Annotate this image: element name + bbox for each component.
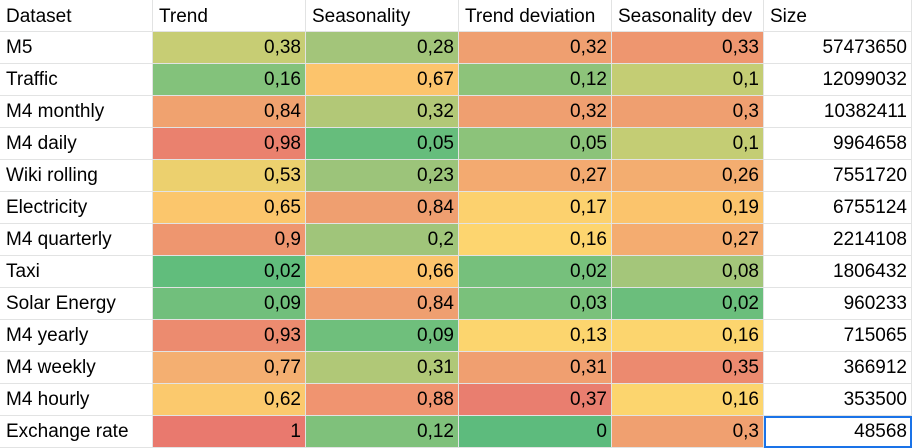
cell-trend-deviation[interactable]: 0,32 [459, 32, 612, 64]
cell-trend-deviation[interactable]: 0,37 [459, 384, 612, 416]
cell-dataset[interactable]: Taxi [0, 256, 153, 288]
cell-seasonality-dev[interactable]: 0,26 [612, 160, 764, 192]
cell-seasonality-dev[interactable]: 0,27 [612, 224, 764, 256]
cell-trend[interactable]: 0,77 [153, 352, 306, 384]
cell-dataset[interactable]: Electricity [0, 192, 153, 224]
cell-trend[interactable]: 1 [153, 416, 306, 448]
column-header-seasonality[interactable]: Seasonality [306, 0, 459, 32]
cell-trend-deviation[interactable]: 0,31 [459, 352, 612, 384]
cell-seasonality[interactable]: 0,66 [306, 256, 459, 288]
cell-trend-deviation[interactable]: 0,05 [459, 128, 612, 160]
cell-dataset[interactable]: Exchange rate [0, 416, 153, 448]
cell-seasonality-dev[interactable]: 0,16 [612, 384, 764, 416]
cell-dataset[interactable]: M4 quarterly [0, 224, 153, 256]
cell-seasonality-dev[interactable]: 0,19 [612, 192, 764, 224]
cell-dataset[interactable]: M4 monthly [0, 96, 153, 128]
cell-size[interactable]: 2214108 [764, 224, 912, 256]
cell-seasonality[interactable]: 0,23 [306, 160, 459, 192]
cell-dataset[interactable]: Traffic [0, 64, 153, 96]
cell-size[interactable]: 57473650 [764, 32, 912, 64]
cell-trend[interactable]: 0,65 [153, 192, 306, 224]
cell-trend[interactable]: 0,93 [153, 320, 306, 352]
cell-size[interactable]: 1806432 [764, 256, 912, 288]
cell-size[interactable]: 366912 [764, 352, 912, 384]
cell-seasonality-dev[interactable]: 0,02 [612, 288, 764, 320]
cell-size-selected[interactable]: 48568 [764, 416, 912, 448]
cell-size[interactable]: 6755124 [764, 192, 912, 224]
cell-trend-deviation[interactable]: 0,17 [459, 192, 612, 224]
cell-seasonality-dev[interactable]: 0,3 [612, 96, 764, 128]
column-header-trend-deviation[interactable]: Trend deviation [459, 0, 612, 32]
cell-seasonality[interactable]: 0,12 [306, 416, 459, 448]
cell-seasonality-dev[interactable]: 0,08 [612, 256, 764, 288]
cell-seasonality-dev[interactable]: 0,35 [612, 352, 764, 384]
cell-size[interactable]: 353500 [764, 384, 912, 416]
cell-seasonality-dev[interactable]: 0,1 [612, 128, 764, 160]
cell-dataset[interactable]: M4 hourly [0, 384, 153, 416]
cell-trend[interactable]: 0,38 [153, 32, 306, 64]
cell-dataset[interactable]: M4 daily [0, 128, 153, 160]
cell-size[interactable]: 7551720 [764, 160, 912, 192]
column-header-seasonality-dev[interactable]: Seasonality dev [612, 0, 764, 32]
cell-seasonality-dev[interactable]: 0,1 [612, 64, 764, 96]
cell-dataset[interactable]: M5 [0, 32, 153, 64]
cell-seasonality-dev[interactable]: 0,16 [612, 320, 764, 352]
cell-trend[interactable]: 0,62 [153, 384, 306, 416]
cell-trend-deviation[interactable]: 0,03 [459, 288, 612, 320]
cell-seasonality[interactable]: 0,32 [306, 96, 459, 128]
cell-seasonality[interactable]: 0,09 [306, 320, 459, 352]
cell-trend[interactable]: 0,53 [153, 160, 306, 192]
cell-trend[interactable]: 0,98 [153, 128, 306, 160]
cell-trend-deviation[interactable]: 0,13 [459, 320, 612, 352]
cell-seasonality[interactable]: 0,28 [306, 32, 459, 64]
cell-size[interactable]: 960233 [764, 288, 912, 320]
cell-dataset[interactable]: Wiki rolling [0, 160, 153, 192]
column-header-size[interactable]: Size [764, 0, 912, 32]
cell-trend-deviation[interactable]: 0 [459, 416, 612, 448]
cell-size[interactable]: 10382411 [764, 96, 912, 128]
cell-seasonality[interactable]: 0,84 [306, 192, 459, 224]
cell-trend-deviation[interactable]: 0,02 [459, 256, 612, 288]
cell-seasonality-dev[interactable]: 0,3 [612, 416, 764, 448]
cell-trend[interactable]: 0,02 [153, 256, 306, 288]
column-header-dataset[interactable]: Dataset [0, 0, 153, 32]
cell-seasonality[interactable]: 0,88 [306, 384, 459, 416]
cell-trend[interactable]: 0,16 [153, 64, 306, 96]
cell-size[interactable]: 715065 [764, 320, 912, 352]
cell-trend-deviation[interactable]: 0,32 [459, 96, 612, 128]
cell-trend-deviation[interactable]: 0,12 [459, 64, 612, 96]
cell-seasonality-dev[interactable]: 0,33 [612, 32, 764, 64]
cell-dataset[interactable]: Solar Energy [0, 288, 153, 320]
cell-trend[interactable]: 0,9 [153, 224, 306, 256]
cell-seasonality[interactable]: 0,67 [306, 64, 459, 96]
cell-trend-deviation[interactable]: 0,16 [459, 224, 612, 256]
cell-seasonality[interactable]: 0,84 [306, 288, 459, 320]
cell-trend-deviation[interactable]: 0,27 [459, 160, 612, 192]
cell-dataset[interactable]: M4 weekly [0, 352, 153, 384]
cell-seasonality[interactable]: 0,2 [306, 224, 459, 256]
cell-trend[interactable]: 0,09 [153, 288, 306, 320]
cell-dataset[interactable]: M4 yearly [0, 320, 153, 352]
cell-trend[interactable]: 0,84 [153, 96, 306, 128]
cell-size[interactable]: 9964658 [764, 128, 912, 160]
cell-seasonality[interactable]: 0,31 [306, 352, 459, 384]
cell-size[interactable]: 12099032 [764, 64, 912, 96]
cell-seasonality[interactable]: 0,05 [306, 128, 459, 160]
column-header-trend[interactable]: Trend [153, 0, 306, 32]
